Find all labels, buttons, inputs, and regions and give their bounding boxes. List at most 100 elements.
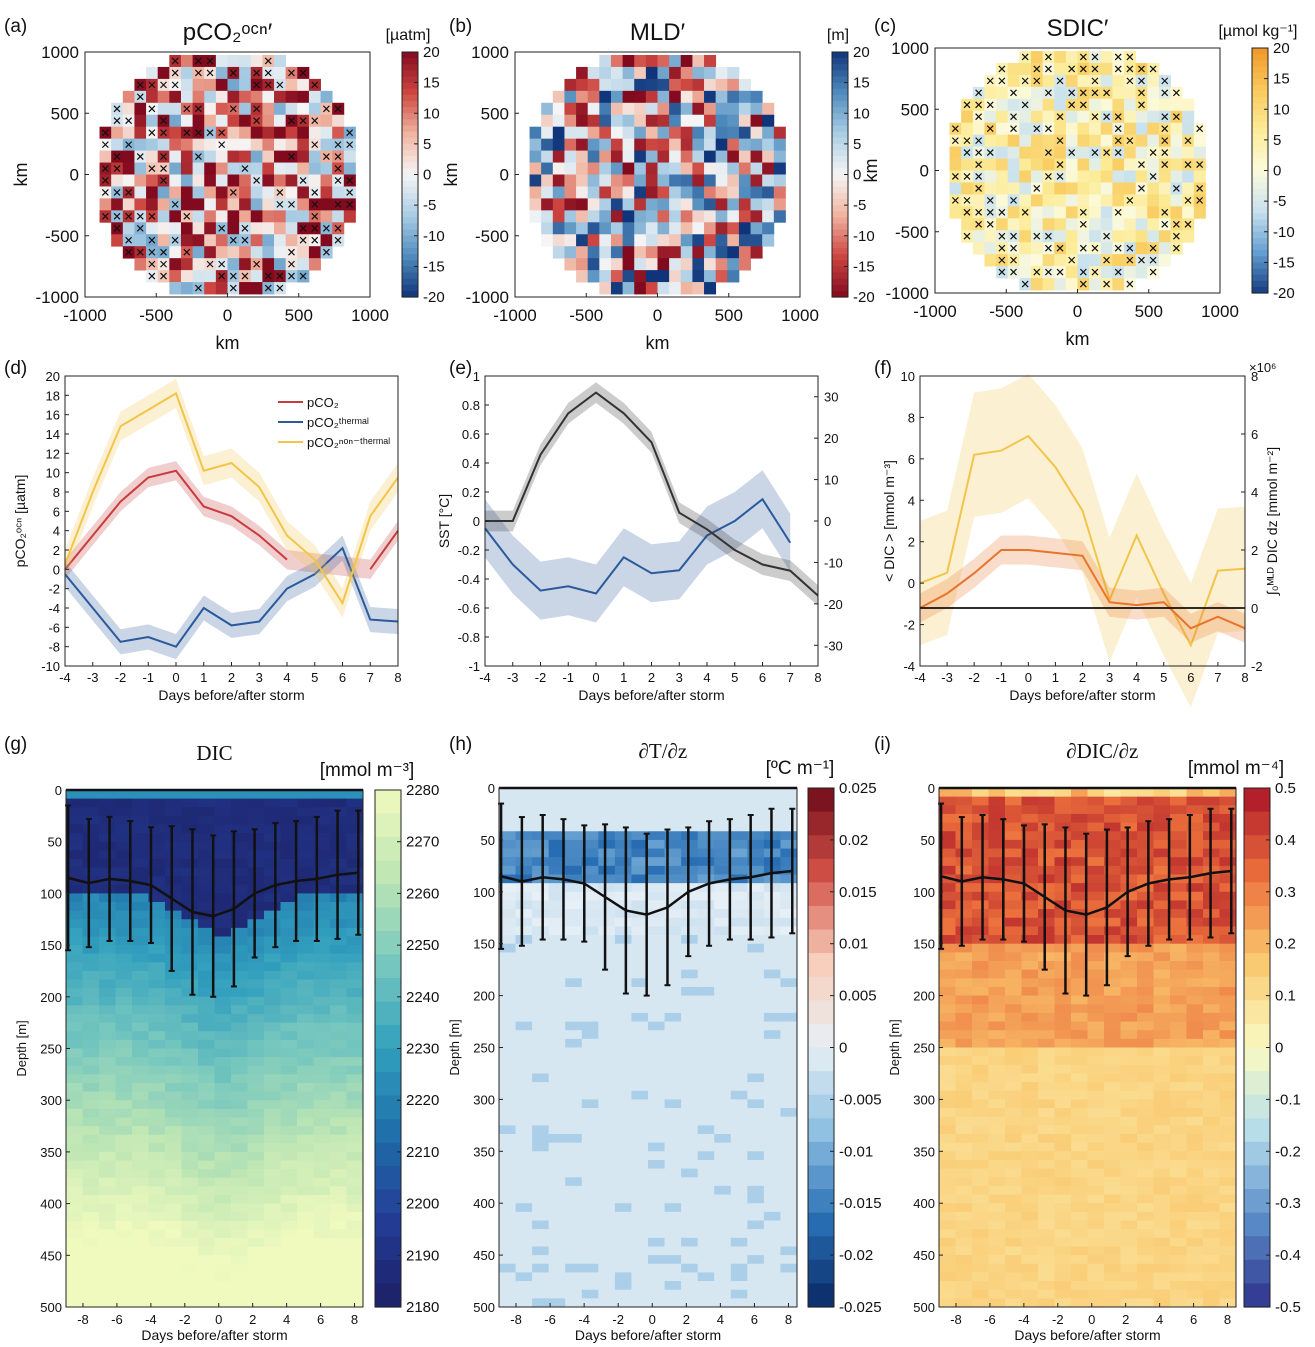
map-cell [192,174,205,187]
section-cell [231,815,248,825]
map-cell [610,186,624,199]
section-cell [165,833,182,843]
section-cell [955,848,973,858]
map-cell [146,66,159,80]
section-cell [313,1220,331,1230]
colorbar-segment [375,790,401,815]
section-cell [82,824,100,834]
map-cell [262,90,275,104]
significance-mark [1161,113,1169,121]
section-cell [598,865,616,875]
map-cell [715,222,728,235]
section-cell [515,883,533,893]
section-cell [99,1194,116,1205]
map-cell [529,186,542,199]
y-tick-label: 400 [40,1197,62,1212]
section-cell [631,943,649,953]
section-cell [297,1281,314,1291]
section-cell [1087,1056,1105,1066]
section-cell [297,1117,314,1127]
section-cell [264,996,281,1006]
section-cell [648,813,666,824]
mld-line [500,869,793,916]
section-cell [165,910,182,920]
section-cell [99,910,116,920]
significance-mark [346,189,354,196]
section-cell [532,1237,550,1247]
section-cell [82,1212,100,1222]
section-cell [231,893,248,903]
colorbar-segment [1252,66,1268,74]
section-cell [297,1298,314,1308]
section-cell [939,1090,956,1100]
section-cell [165,996,182,1006]
section-cell [681,1168,699,1178]
section-cell [939,1021,956,1031]
map-cell [111,198,124,211]
section-cell [1071,1012,1088,1023]
section-cell [714,917,732,927]
section-cell [1104,857,1121,867]
section-cell [115,1272,133,1282]
map-cell [622,234,635,247]
significance-mark [975,208,983,216]
colorbar-segment [375,1213,401,1238]
section-cell [214,833,232,843]
significance-mark [1138,161,1145,168]
section-cell [181,1057,199,1067]
section-cell [747,1030,765,1040]
section-cell [264,833,281,843]
section-cell [614,1246,632,1256]
colorbar-segment [1252,201,1268,208]
section-cell [714,961,732,971]
section-cell [115,1108,133,1118]
section-cell [132,876,149,886]
section-cell [631,891,649,901]
map-cell [1077,254,1090,267]
section-cell [214,936,232,946]
significance-mark [311,236,319,244]
section-cell [66,850,83,860]
significance-mark [160,153,167,160]
significance-mark [1010,196,1017,204]
section-cell [972,813,989,824]
section-cell [198,988,215,998]
map-cell [180,222,194,235]
section-cell [1054,1229,1072,1239]
section-cell [1038,1211,1055,1221]
section-cell [1120,935,1138,945]
section-cell [280,936,298,946]
significance-mark [160,117,167,125]
map-cell [622,162,635,175]
colorbar-tick-label: -10 [423,228,445,245]
colorbar-segment [375,907,401,932]
section-cell [648,1056,666,1066]
section-cell [614,926,632,936]
section-cell [747,1047,765,1057]
section-cell [548,1194,566,1204]
section-cell [955,1203,973,1213]
section-cell [1087,1099,1105,1109]
section-cell [247,1220,265,1230]
section-cell [1005,1194,1022,1204]
section-cell [598,1263,616,1273]
colorbar-tick-label: 0 [853,167,861,184]
map-cell [1124,170,1137,183]
section-cell [214,1281,232,1291]
section-cell [181,945,199,955]
colorbar-segment [832,94,848,102]
section-cell [313,1289,331,1299]
section-cell [939,865,956,875]
section-cell [714,1194,732,1204]
section-cell [214,884,232,894]
map-cell [1147,230,1160,243]
map-cell [996,218,1009,231]
section-cell [165,1186,182,1196]
section-cell [264,1014,281,1024]
section-cell [581,1298,599,1308]
colorbar-segment [402,241,418,249]
colorbar-tick-label: 5 [853,136,861,153]
section-cell [955,1159,973,1170]
map-cell [657,150,670,163]
map-cell [274,126,287,140]
